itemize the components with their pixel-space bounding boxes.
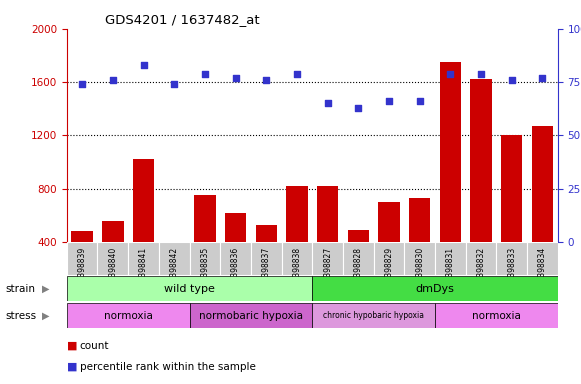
Text: ▶: ▶: [42, 311, 49, 321]
FancyBboxPatch shape: [466, 242, 496, 275]
FancyBboxPatch shape: [404, 242, 435, 275]
Bar: [470, 79, 492, 295]
FancyBboxPatch shape: [67, 303, 189, 328]
FancyBboxPatch shape: [251, 242, 282, 275]
Point: [415, 98, 424, 104]
Point: [354, 104, 363, 111]
Point: [446, 71, 455, 77]
Bar: [501, 135, 522, 295]
Point: [261, 77, 271, 83]
FancyBboxPatch shape: [67, 242, 98, 275]
Text: GSM398841: GSM398841: [139, 247, 148, 293]
Text: GSM398832: GSM398832: [476, 247, 486, 293]
FancyBboxPatch shape: [189, 242, 220, 275]
Text: strain: strain: [6, 284, 36, 294]
Point: [538, 75, 547, 81]
FancyBboxPatch shape: [282, 242, 313, 275]
Text: normobaric hypoxia: normobaric hypoxia: [199, 311, 303, 321]
Text: GSM398839: GSM398839: [78, 247, 87, 293]
Text: GSM398836: GSM398836: [231, 247, 240, 293]
Text: GSM398840: GSM398840: [108, 247, 117, 293]
FancyBboxPatch shape: [496, 242, 527, 275]
Text: percentile rank within the sample: percentile rank within the sample: [80, 362, 256, 372]
Text: GSM398838: GSM398838: [292, 247, 302, 293]
Text: wild type: wild type: [164, 284, 215, 294]
Point: [385, 98, 394, 104]
Bar: [440, 62, 461, 295]
Bar: [378, 202, 400, 295]
Bar: [532, 126, 553, 295]
Text: GDS4201 / 1637482_at: GDS4201 / 1637482_at: [105, 13, 259, 26]
Text: GSM398830: GSM398830: [415, 247, 424, 293]
Text: GSM398837: GSM398837: [262, 247, 271, 293]
Bar: [194, 195, 216, 295]
Bar: [256, 225, 277, 295]
FancyBboxPatch shape: [313, 242, 343, 275]
Bar: [317, 186, 338, 295]
FancyBboxPatch shape: [527, 242, 558, 275]
Text: GSM398833: GSM398833: [507, 247, 517, 293]
FancyBboxPatch shape: [159, 242, 189, 275]
Bar: [225, 213, 246, 295]
FancyBboxPatch shape: [435, 242, 466, 275]
Point: [77, 81, 87, 87]
Bar: [163, 251, 185, 295]
Bar: [71, 231, 93, 295]
Point: [231, 75, 240, 81]
FancyBboxPatch shape: [128, 242, 159, 275]
Text: GSM398831: GSM398831: [446, 247, 455, 293]
Text: chronic hypobaric hypoxia: chronic hypobaric hypoxia: [323, 311, 424, 320]
Point: [139, 62, 148, 68]
FancyBboxPatch shape: [189, 303, 313, 328]
FancyBboxPatch shape: [313, 276, 558, 301]
Point: [108, 77, 117, 83]
FancyBboxPatch shape: [220, 242, 251, 275]
Text: GSM398827: GSM398827: [323, 247, 332, 293]
Bar: [347, 230, 369, 295]
Point: [292, 71, 302, 77]
Text: dmDys: dmDys: [415, 284, 454, 294]
Text: GSM398834: GSM398834: [538, 247, 547, 293]
Text: ▶: ▶: [42, 284, 49, 294]
Point: [170, 81, 179, 87]
Text: normoxia: normoxia: [472, 311, 521, 321]
FancyBboxPatch shape: [435, 303, 558, 328]
Text: GSM398842: GSM398842: [170, 247, 179, 293]
FancyBboxPatch shape: [374, 242, 404, 275]
Text: GSM398828: GSM398828: [354, 247, 363, 293]
Text: ■: ■: [67, 362, 77, 372]
Point: [476, 71, 486, 77]
FancyBboxPatch shape: [98, 242, 128, 275]
Point: [200, 71, 210, 77]
Point: [323, 100, 332, 106]
Text: stress: stress: [6, 311, 37, 321]
Text: ■: ■: [67, 341, 77, 351]
Text: GSM398829: GSM398829: [385, 247, 393, 293]
Bar: [133, 159, 155, 295]
Point: [507, 77, 517, 83]
FancyBboxPatch shape: [313, 303, 435, 328]
Bar: [409, 198, 431, 295]
FancyBboxPatch shape: [343, 242, 374, 275]
Bar: [286, 186, 308, 295]
Text: GSM398835: GSM398835: [200, 247, 209, 293]
Text: normoxia: normoxia: [104, 311, 153, 321]
Bar: [102, 220, 124, 295]
Text: count: count: [80, 341, 109, 351]
FancyBboxPatch shape: [67, 276, 313, 301]
